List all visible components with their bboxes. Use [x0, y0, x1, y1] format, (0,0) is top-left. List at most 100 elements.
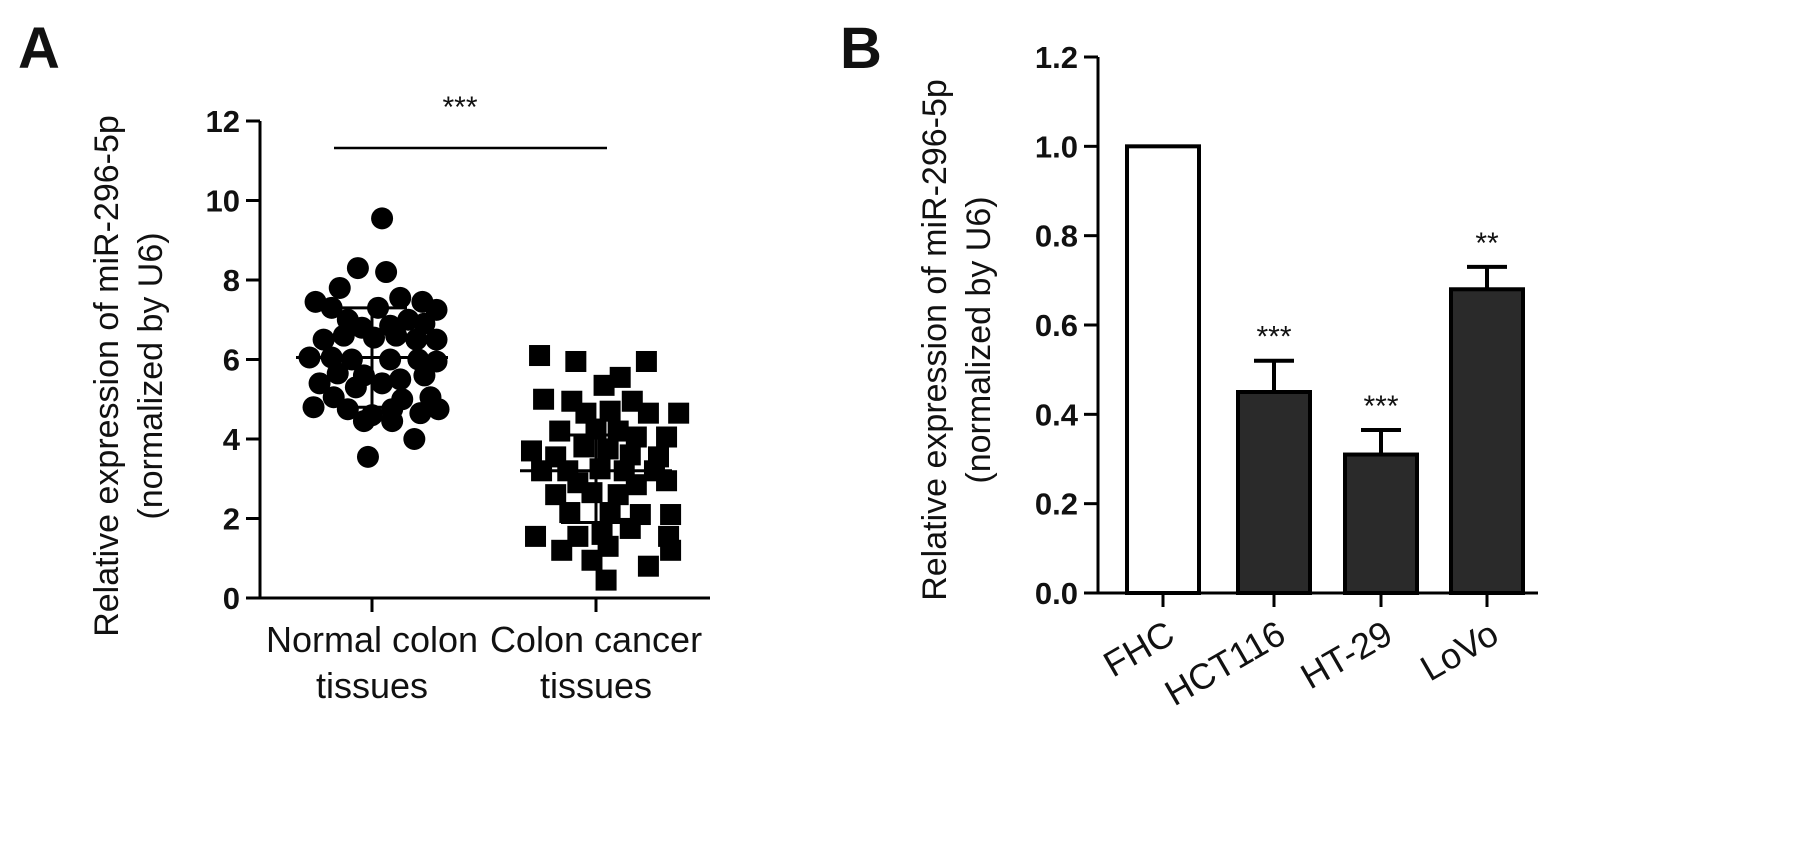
data-point-square	[637, 402, 659, 424]
data-point-circle	[328, 276, 351, 299]
data-point-circle	[352, 410, 375, 433]
bar-lovo	[1449, 287, 1525, 595]
y-axis: 0.0 0.2 0.4 0.6 0.8 1.0 1.2	[1035, 40, 1538, 611]
data-point-circle	[427, 398, 450, 421]
data-point-square	[656, 470, 678, 492]
y-tick-label: 0.0	[1035, 576, 1078, 611]
x-axis-categories: Normal colon tissues Colon cancer tissues	[266, 598, 702, 706]
y-tick-label: 10	[206, 184, 240, 219]
data-point-square	[668, 402, 690, 424]
data-point-square	[656, 426, 678, 448]
significance-label: ***	[1256, 321, 1291, 354]
data-point-square	[589, 458, 611, 480]
data-point-square	[660, 504, 682, 526]
data-point-circle	[389, 286, 412, 309]
data-point-circle	[381, 410, 404, 433]
data-point-circle	[312, 328, 335, 351]
data-point-circle	[409, 402, 432, 425]
data-point-square	[529, 345, 551, 367]
panel-a-scatter-plot: A Relative expression of miR-296-5p (nor…	[18, 16, 710, 706]
data-point-circle	[344, 376, 367, 399]
data-point-square	[520, 440, 542, 462]
data-point-square	[625, 426, 647, 448]
x-category-label: LoVo	[1413, 612, 1505, 689]
y-tick-label: 4	[223, 422, 241, 457]
scatter-points	[298, 207, 690, 591]
data-point-circle	[371, 372, 394, 395]
data-point-circle	[403, 428, 426, 450]
data-point-circle	[363, 326, 386, 349]
data-point-square	[625, 474, 647, 496]
data-point-square	[609, 366, 631, 388]
data-point-circle	[340, 348, 363, 371]
data-point-circle	[375, 261, 398, 284]
data-point-square	[549, 420, 571, 442]
y-tick-label: 0.2	[1035, 487, 1078, 522]
significance-label: ***	[1363, 390, 1398, 423]
y-tick-label: 6	[223, 343, 240, 378]
y-tick-label: 1.2	[1035, 40, 1078, 75]
data-point-square	[595, 569, 617, 591]
data-point-square	[533, 388, 555, 410]
y-tick-label: 0	[223, 581, 240, 616]
y-axis-title-line2: (normalized by U6)	[132, 232, 170, 519]
x-category-label: HT-29	[1294, 612, 1399, 697]
x-category-label: tissues	[540, 665, 652, 706]
data-point-circle	[413, 364, 436, 387]
x-category-label: tissues	[316, 665, 428, 706]
x-category-label: Colon cancer	[490, 619, 702, 660]
bars: ********	[1125, 144, 1525, 595]
data-point-circle	[405, 328, 428, 351]
data-point-circle	[425, 328, 448, 351]
data-point-square	[621, 390, 643, 412]
data-point-square	[525, 525, 547, 547]
data-point-square	[593, 374, 615, 396]
bar-fhc	[1125, 144, 1201, 595]
y-tick-label: 1.0	[1035, 129, 1078, 164]
data-point-square	[607, 484, 629, 506]
x-category-label: HCT116	[1158, 612, 1292, 713]
y-axis-title-line1: Relative expression of miR-296-5p	[916, 79, 954, 601]
data-point-square	[567, 525, 589, 547]
data-point-square	[619, 444, 641, 466]
data-point-square	[581, 549, 603, 571]
data-point-circle	[379, 348, 402, 371]
data-point-square	[575, 402, 597, 424]
data-point-circle	[389, 368, 412, 391]
panel-label-b: B	[840, 16, 882, 81]
x-category-label: Normal colon	[266, 619, 478, 660]
y-tick-label: 8	[223, 263, 240, 298]
data-point-square	[599, 400, 621, 422]
data-point-square	[660, 539, 682, 561]
data-point-circle	[385, 324, 408, 347]
panel-b-bar-chart: B Relative expression of miR-296-5p (nor…	[840, 16, 1538, 714]
data-point-square	[559, 502, 581, 524]
data-point-square	[565, 350, 587, 372]
significance-label: **	[1475, 227, 1499, 260]
data-point-circle	[346, 257, 369, 280]
y-axis-title-line2: (normalized by U6)	[960, 196, 998, 483]
y-axis-title-line1: Relative expression of miR-296-5p	[88, 115, 126, 637]
y-tick-label: 2	[223, 502, 240, 537]
data-point-circle	[336, 398, 359, 421]
data-point-square	[599, 502, 621, 524]
panel-label-a: A	[18, 16, 60, 81]
data-point-circle	[326, 362, 349, 385]
data-point-circle	[371, 207, 394, 230]
bar-hct116	[1236, 390, 1312, 595]
data-point-square	[637, 555, 659, 577]
data-point-square	[635, 350, 657, 372]
data-point-circle	[356, 445, 379, 468]
bar-ht-29	[1343, 452, 1419, 595]
y-tick-label: 0.8	[1035, 219, 1078, 254]
data-point-square	[551, 539, 573, 561]
data-point-square	[607, 420, 629, 442]
y-tick-label: 12	[206, 104, 240, 139]
data-point-circle	[308, 372, 331, 395]
y-axis: 0 2 4 6 8 10 12	[206, 104, 710, 616]
data-point-circle	[302, 396, 325, 419]
y-tick-label: 0.4	[1035, 397, 1079, 432]
data-point-square	[573, 436, 595, 458]
